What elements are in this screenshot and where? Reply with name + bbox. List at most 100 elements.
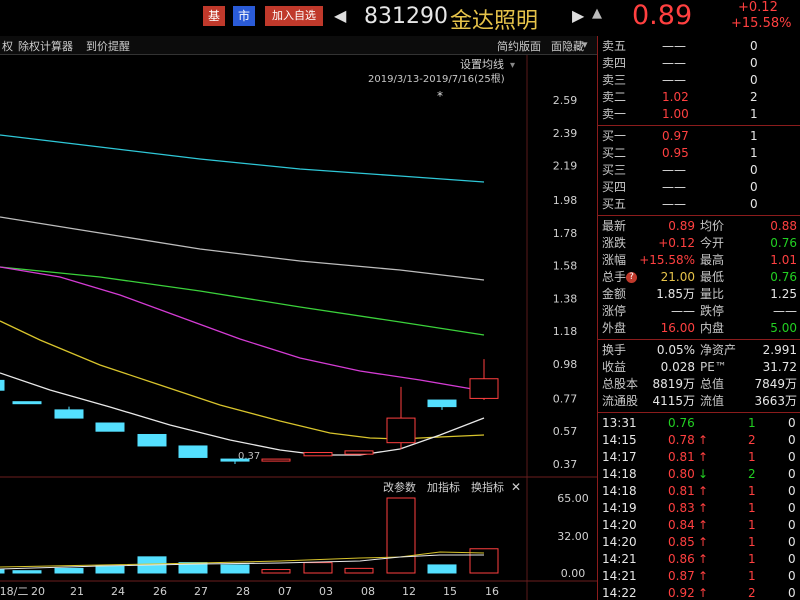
date-axis-tick: 16 bbox=[485, 585, 499, 598]
volume-bar bbox=[344, 567, 374, 574]
next-stock-icon[interactable]: ▶ bbox=[572, 6, 585, 25]
tick-time: 13:31 bbox=[602, 416, 637, 430]
tick-row: 14:20 0.85 ↑ 1 0 bbox=[598, 534, 800, 551]
tick-volume: 1 bbox=[748, 552, 756, 566]
volume-bar bbox=[427, 564, 457, 574]
toolbar-item-exrights-calculator[interactable]: 除权计算器 bbox=[18, 40, 73, 53]
ask-volume: 0 bbox=[750, 39, 758, 53]
panel-divider bbox=[598, 215, 800, 216]
vol-add-indicator[interactable]: 加指标 bbox=[427, 480, 460, 494]
tick-price: 0.86 bbox=[668, 552, 695, 566]
tick-volume: 1 bbox=[748, 569, 756, 583]
toolbar-menu-icon[interactable]: ▾ bbox=[582, 38, 588, 51]
date-axis-tick: 24 bbox=[111, 585, 125, 598]
help-icon[interactable]: ? bbox=[626, 272, 637, 283]
toolbar-item-simple-layout[interactable]: 简约版面 bbox=[497, 40, 541, 53]
stat-label: 涨跌 bbox=[602, 236, 627, 250]
ma-settings-link[interactable]: 设置均线 bbox=[460, 57, 504, 71]
quote-panel: 卖五 —— 0 卖四 —— 0 卖三 —— 0 卖二 1.02 2 卖一 1.00 1 买一 0.97 1 买二 0.… bbox=[597, 36, 800, 600]
tick-count: 0 bbox=[788, 569, 796, 583]
fund-label: 收益 bbox=[602, 360, 627, 374]
stat-value: 0.76 bbox=[770, 236, 797, 250]
stat-value: 1.85万 bbox=[656, 287, 695, 301]
tick-row: 14:22 0.92 ↑ 2 0 bbox=[598, 585, 800, 600]
bid-volume: 1 bbox=[750, 146, 758, 160]
tick-count: 0 bbox=[788, 484, 796, 498]
toolbar-item-hide-panel[interactable]: 面隐藏 bbox=[551, 40, 584, 53]
stock-code: 831290 bbox=[364, 4, 448, 29]
tick-count: 0 bbox=[788, 450, 796, 464]
volume-bar bbox=[54, 567, 84, 574]
vol-ma-yellow bbox=[0, 551, 485, 568]
tick-price: 0.81 bbox=[668, 450, 695, 464]
tick-volume: 1 bbox=[748, 484, 756, 498]
board-tag-shi[interactable]: 市 bbox=[233, 6, 255, 26]
bid-price: —— bbox=[662, 180, 686, 194]
ask-price: —— bbox=[662, 73, 686, 87]
vol-close-icon[interactable]: ✕ bbox=[511, 480, 521, 494]
stock-name: 金达照明 bbox=[450, 9, 539, 34]
tick-volume: 1 bbox=[748, 518, 756, 532]
add-to-watchlist-button[interactable]: 加入自选 bbox=[265, 6, 323, 26]
price-axis-tick: 2.59 bbox=[553, 94, 578, 107]
tick-row: 14:18 0.80 ↓ 2 0 bbox=[598, 466, 800, 483]
board-tag-ji[interactable]: 基 bbox=[203, 6, 225, 26]
date-range-label: 2019/3/13-2019/7/16(25根) bbox=[368, 72, 505, 85]
candle-body bbox=[386, 417, 416, 444]
stat-value: +0.12 bbox=[658, 236, 695, 250]
tick-count: 0 bbox=[788, 416, 796, 430]
stat-value: 1.25 bbox=[770, 287, 797, 301]
ma-line-cyan bbox=[0, 134, 485, 183]
bid-label: 买三 bbox=[602, 163, 627, 177]
fund-label: PE™ bbox=[700, 360, 727, 374]
kline-chart[interactable]: 设置均线 ▾ 2019/3/13-2019/7/16(25根) * 0.37 2… bbox=[0, 55, 597, 600]
quote-header: 基 市 加入自选 ◀ 831290 金达照明 ▶ ▲ 0.89 +0.12 +1… bbox=[0, 0, 800, 36]
vol-change-params[interactable]: 改参数 bbox=[383, 480, 416, 494]
fundamental-row: 换手 0.05% 净资产 2.991 bbox=[598, 342, 800, 359]
vol-switch-indicator[interactable]: 换指标 bbox=[471, 480, 504, 494]
tick-volume: 2 bbox=[748, 586, 756, 600]
ask-volume: 0 bbox=[750, 56, 758, 70]
tick-time: 14:17 bbox=[602, 450, 637, 464]
tick-row: 14:19 0.83 ↑ 1 0 bbox=[598, 500, 800, 517]
stat-row: 最新 0.89 均价 0.88 bbox=[598, 218, 800, 235]
candle-body bbox=[137, 433, 167, 447]
alert-bell-icon[interactable]: ▲ bbox=[592, 6, 602, 21]
panel-divider bbox=[598, 412, 800, 413]
tick-volume: 1 bbox=[748, 450, 756, 464]
tick-arrow-icon: ↑ bbox=[698, 501, 709, 515]
stat-label: 金额 bbox=[602, 287, 627, 301]
volume-bar bbox=[95, 565, 125, 574]
tick-time: 14:21 bbox=[602, 552, 637, 566]
price-axis-tick: 0.98 bbox=[553, 358, 578, 371]
stat-label: 均价 bbox=[700, 219, 725, 233]
ask-price: 1.02 bbox=[662, 90, 689, 104]
fund-value: 8819万 bbox=[652, 377, 695, 391]
toolbar-item-rights[interactable]: 权 bbox=[2, 40, 13, 53]
ma-settings-arrow-icon[interactable]: ▾ bbox=[510, 60, 515, 71]
price-axis-tick: 1.18 bbox=[553, 325, 578, 338]
tick-time: 14:20 bbox=[602, 535, 637, 549]
prev-stock-icon[interactable]: ◀ bbox=[334, 6, 347, 25]
fundamental-row: 流通股 4115万 流值 3663万 bbox=[598, 393, 800, 410]
candle-body bbox=[220, 458, 250, 462]
fund-label: 总值 bbox=[700, 377, 725, 391]
ask-volume: 0 bbox=[750, 73, 758, 87]
stat-value: 0.89 bbox=[668, 219, 695, 233]
tick-price: 0.83 bbox=[668, 501, 695, 515]
candle-body bbox=[54, 409, 84, 419]
panel-divider bbox=[598, 125, 800, 126]
fund-value: 4115万 bbox=[652, 394, 695, 408]
stat-value: 21.00 bbox=[660, 270, 695, 284]
bid-price: —— bbox=[662, 163, 686, 177]
tick-count: 0 bbox=[788, 552, 796, 566]
tick-count: 0 bbox=[788, 518, 796, 532]
toolbar-item-price-alert[interactable]: 到价提醒 bbox=[86, 40, 130, 53]
stat-label: 涨停 bbox=[602, 304, 627, 318]
tick-price: 0.76 bbox=[668, 416, 695, 430]
tick-time: 14:18 bbox=[602, 484, 637, 498]
ask-label: 卖五 bbox=[602, 39, 627, 53]
tick-time: 14:22 bbox=[602, 586, 637, 600]
tick-price: 0.84 bbox=[668, 518, 695, 532]
candle-body bbox=[469, 378, 499, 399]
